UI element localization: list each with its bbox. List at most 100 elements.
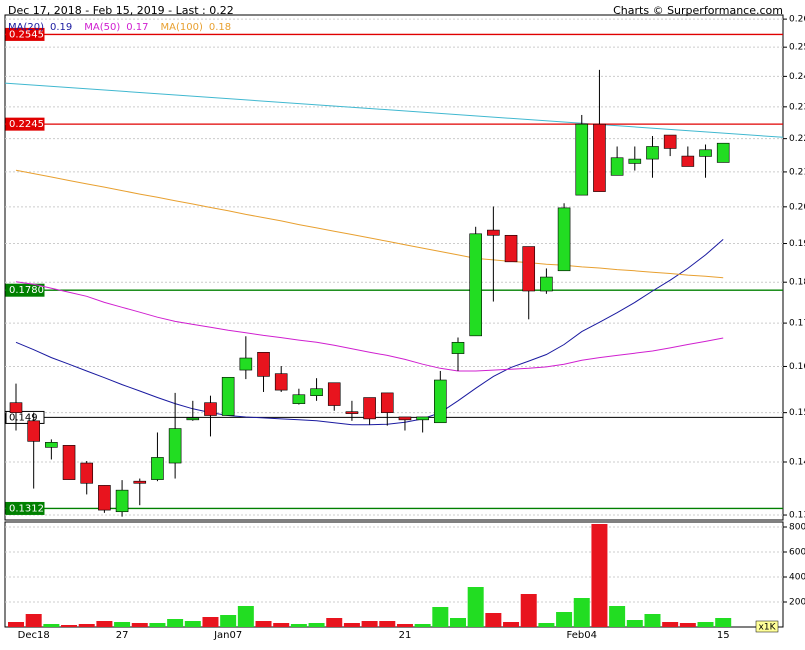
candle-body — [522, 246, 536, 292]
legend-label: MA(100) — [161, 22, 203, 33]
candle-body — [345, 411, 359, 414]
source: Charts © Surperformance.com — [613, 4, 783, 17]
volume-bar — [8, 622, 24, 627]
volume-bar — [184, 621, 201, 627]
candle-body — [575, 123, 589, 196]
legend-value: 0.17 — [126, 22, 148, 33]
y-tick-label: 0.260 — [789, 15, 805, 25]
volume-bar — [503, 622, 520, 627]
level-label: 0.1312 — [9, 503, 44, 514]
candle-body — [80, 462, 94, 484]
level-label: 0.2545 — [9, 29, 44, 40]
volume-bar — [343, 623, 360, 627]
level-label-box — [5, 27, 45, 41]
volume-bar — [25, 614, 42, 627]
ma-line — [15, 169, 724, 279]
legend-label: MA(20) — [8, 22, 44, 33]
x-tick-label: Jan07 — [213, 630, 242, 641]
volume-bar — [432, 607, 449, 627]
y-tick-label: 0.130 — [789, 511, 805, 521]
candle-body — [62, 445, 76, 480]
volume-bar — [361, 621, 378, 627]
volume-unit: x1K — [759, 623, 777, 633]
candle-body — [9, 402, 23, 413]
volume-bar — [609, 606, 626, 627]
candle-body — [257, 352, 270, 377]
y-tick-label: 0.140 — [789, 458, 805, 468]
y-tick-label: 0.230 — [789, 102, 805, 112]
volume-bar — [485, 613, 502, 627]
candle-body — [221, 376, 235, 416]
x-tick-label: 21 — [399, 630, 412, 641]
volume-bar — [237, 606, 254, 627]
y-tick-label: 4000 — [789, 573, 805, 583]
volume-bar — [467, 587, 484, 627]
volume-bar — [96, 621, 113, 627]
candle-body — [610, 157, 624, 176]
volume-bar — [679, 623, 696, 627]
volume-bar — [61, 625, 78, 627]
volume-bar — [396, 624, 413, 627]
legend-value: 0.18 — [209, 22, 231, 33]
candle-body — [504, 234, 518, 263]
candle-body — [646, 146, 659, 160]
volume-bar — [573, 598, 590, 627]
candle-body — [380, 392, 394, 413]
candle-body — [416, 416, 429, 421]
candle-body — [45, 442, 58, 448]
volume-bar — [43, 624, 60, 627]
volume-bar — [220, 615, 237, 627]
candle-body — [699, 149, 712, 157]
level-label-box — [5, 283, 45, 297]
volume-bar — [255, 621, 272, 627]
y-tick-label: 0.190 — [789, 239, 805, 249]
volume-bar — [308, 623, 325, 627]
y-tick-label: 0.160 — [789, 362, 805, 372]
volume-bar — [644, 614, 661, 627]
volume-bar — [379, 621, 396, 627]
candle-body — [27, 420, 40, 442]
y-tick-label: 0.180 — [789, 278, 805, 288]
x-tick-label: 15 — [717, 630, 730, 641]
ma-line — [15, 281, 724, 372]
candle-body — [239, 357, 253, 371]
candle-body — [168, 428, 182, 464]
level-label: 0.1780 — [9, 285, 44, 296]
volume-bar — [556, 612, 573, 627]
candle-body — [451, 341, 465, 354]
y-tick-label: 0.150 — [789, 408, 805, 418]
candle-body — [663, 134, 677, 149]
volume-bar — [591, 524, 608, 627]
candle-body — [327, 382, 341, 406]
volume-bar — [697, 622, 714, 627]
chart-title: Dec 17, 2018 - Feb 15, 2019 - Last : 0.2… — [8, 4, 234, 17]
candle-body — [716, 142, 730, 163]
volume-bar — [538, 623, 555, 627]
level-label: 0.149 — [9, 412, 38, 423]
y-tick-label: 0.250 — [789, 43, 805, 53]
y-tick-label: 8000 — [789, 523, 805, 533]
volume-bar — [114, 622, 131, 627]
y-tick-label: 0.220 — [789, 134, 805, 144]
volume-bar — [167, 619, 184, 627]
y-tick-label: 6000 — [789, 548, 805, 558]
candle-body — [469, 233, 482, 337]
volume-bar — [414, 624, 431, 627]
candle-body — [151, 457, 164, 480]
candle-body — [540, 276, 553, 292]
level-label-box — [5, 117, 45, 131]
candle-body — [681, 155, 695, 167]
legend-value: 0.19 — [50, 22, 72, 33]
y-tick-label: 0.210 — [789, 167, 805, 177]
volume-bar — [520, 594, 537, 627]
price-frame — [4, 14, 784, 521]
candle-body — [292, 394, 306, 404]
candle-body — [274, 373, 288, 391]
trend-line — [4, 82, 784, 138]
volume-bar — [273, 623, 290, 627]
x-tick-label: 27 — [116, 630, 129, 641]
y-tick-label: 2000 — [789, 598, 805, 608]
candle-body — [628, 158, 642, 164]
ma-line — [15, 239, 724, 426]
